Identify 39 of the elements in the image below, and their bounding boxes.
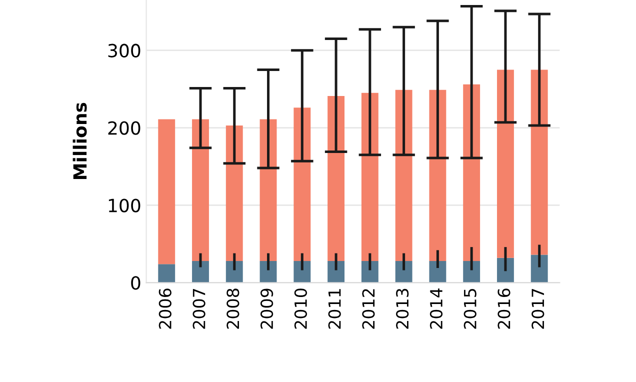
bar [530,70,548,255]
bar [192,119,209,261]
bar [463,84,480,261]
x-tick-label: 2008 [226,288,240,329]
y-tick-label: 100 [108,198,140,212]
bar [429,260,446,283]
y-tick-label: 300 [108,44,140,58]
bar [328,260,345,283]
x-tick-label: 2014 [430,288,443,329]
bar [463,260,480,283]
bar [530,254,548,283]
x-tick-label: 2010 [294,288,307,329]
y-tick-label: 0 [131,276,140,290]
x-tick-label: 2012 [362,289,375,329]
bar [496,70,514,258]
x-tick-label: 2016 [498,288,510,329]
x-tick-label: 2006 [158,288,172,329]
bar [226,125,243,261]
bar [328,96,345,261]
bar [395,90,412,261]
x-tick-label: 2015 [464,289,476,329]
x-tick-label: 2017 [532,288,544,329]
bar [361,260,378,283]
x-tick-label: 2011 [328,289,341,329]
x-tick-label: 2007 [192,288,206,329]
y-axis-title: Millions [72,102,87,180]
bar [192,260,209,283]
y-tick-label: 200 [108,121,140,135]
x-tick-label: 2009 [260,288,274,329]
bar [226,260,243,283]
bar [294,108,311,261]
bar [158,119,176,264]
bar [158,264,176,283]
x-tick-label: 2013 [396,288,409,329]
bar [294,260,311,283]
bar [429,90,446,261]
bar [361,92,378,261]
bar [395,260,412,283]
bar [260,119,277,261]
